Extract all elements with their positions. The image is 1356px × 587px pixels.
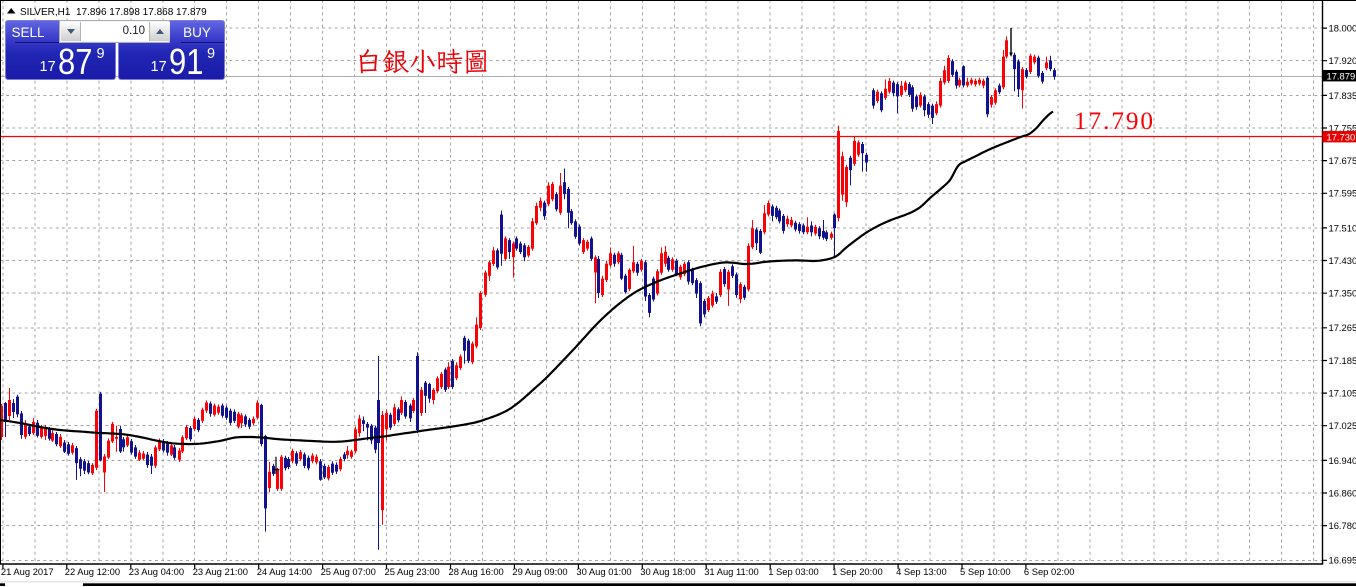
svg-text:17.675: 17.675 <box>1329 155 1356 166</box>
svg-text:17.730: 17.730 <box>1327 131 1356 142</box>
svg-text:17.185: 17.185 <box>1329 355 1356 366</box>
svg-text:5 Sep 10:00: 5 Sep 10:00 <box>960 566 1011 577</box>
svg-text:17.879: 17.879 <box>1327 70 1356 81</box>
svg-text:4 Sep 13:00: 4 Sep 13:00 <box>896 566 947 577</box>
svg-text:23 Aug 04:00: 23 Aug 04:00 <box>129 566 184 577</box>
svg-text:21 Aug 2017: 21 Aug 2017 <box>1 566 54 577</box>
svg-text:SILVER,H1 17.896 17.898 17.86: SILVER,H1 17.896 17.898 17.868 17.879 <box>20 7 207 18</box>
svg-text:18.000: 18.000 <box>1329 23 1356 34</box>
svg-text:17.755: 17.755 <box>1329 122 1356 133</box>
svg-text:1 Sep 03:00: 1 Sep 03:00 <box>768 566 819 577</box>
svg-text:29 Aug 09:00: 29 Aug 09:00 <box>512 566 567 577</box>
svg-text:17.430: 17.430 <box>1329 255 1356 266</box>
svg-text:16.860: 16.860 <box>1329 487 1356 498</box>
svg-text:17.835: 17.835 <box>1329 90 1356 101</box>
svg-text:30 Aug 18:00: 30 Aug 18:00 <box>640 566 695 577</box>
svg-text:23 Aug 21:00: 23 Aug 21:00 <box>193 566 248 577</box>
svg-text:16.780: 16.780 <box>1329 520 1356 531</box>
svg-text:30 Aug 01:00: 30 Aug 01:00 <box>576 566 631 577</box>
svg-text:24 Aug 14:00: 24 Aug 14:00 <box>257 566 312 577</box>
svg-text:31 Aug 11:00: 31 Aug 11:00 <box>704 566 759 577</box>
svg-text:25 Aug 07:00: 25 Aug 07:00 <box>321 566 376 577</box>
svg-text:16.940: 16.940 <box>1329 455 1356 466</box>
svg-text:17.105: 17.105 <box>1329 388 1356 399</box>
svg-text:22 Aug 12:00: 22 Aug 12:00 <box>65 566 120 577</box>
svg-text:1 Sep 20:00: 1 Sep 20:00 <box>832 566 883 577</box>
svg-text:17.920: 17.920 <box>1329 55 1356 66</box>
svg-text:28 Aug 16:00: 28 Aug 16:00 <box>449 566 504 577</box>
svg-text:16.695: 16.695 <box>1329 555 1356 566</box>
svg-text:17.025: 17.025 <box>1329 420 1356 431</box>
svg-text:17.350: 17.350 <box>1329 288 1356 299</box>
svg-text:17.595: 17.595 <box>1329 188 1356 199</box>
svg-text:17.510: 17.510 <box>1329 222 1356 233</box>
svg-text:6 Sep 02:00: 6 Sep 02:00 <box>1024 566 1075 577</box>
svg-text:17.790: 17.790 <box>1074 107 1155 135</box>
svg-text:17.265: 17.265 <box>1329 322 1356 333</box>
svg-text:25 Aug 23:00: 25 Aug 23:00 <box>385 566 440 577</box>
